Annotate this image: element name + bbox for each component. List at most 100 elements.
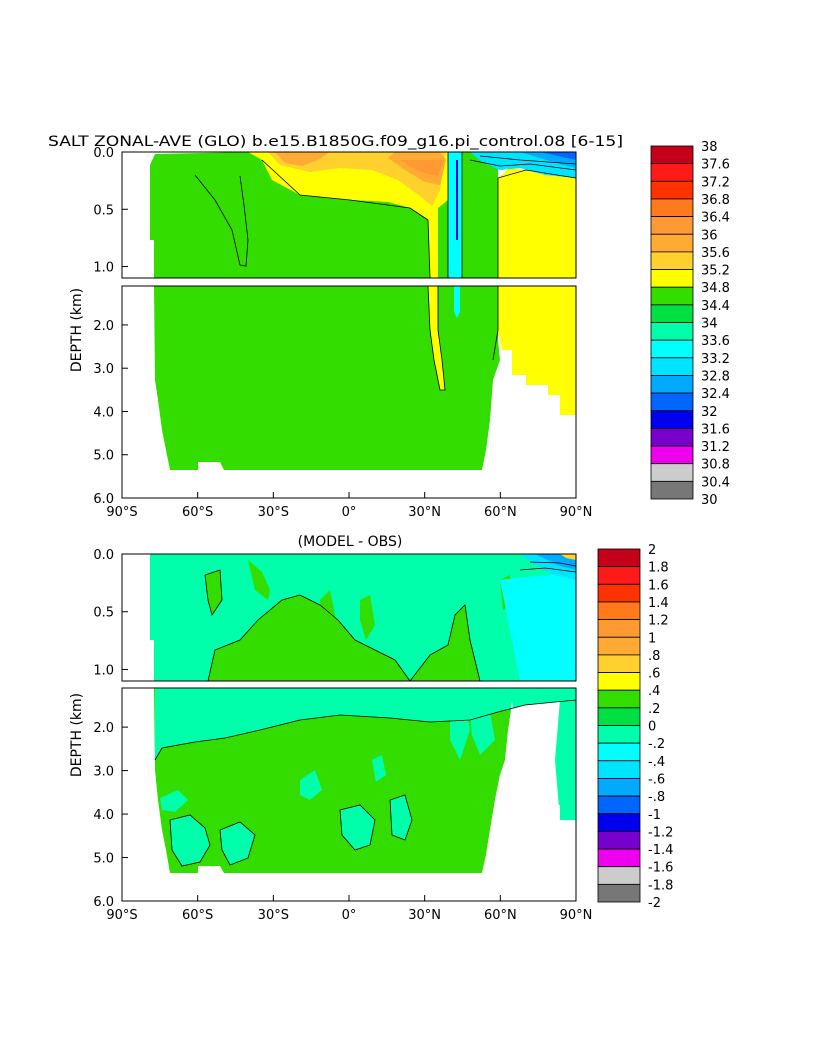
colorbar-label: 1.6 bbox=[648, 578, 669, 593]
colorbar-label: 1.8 bbox=[648, 561, 669, 576]
colorbar-swatch bbox=[597, 778, 641, 797]
x-tick-label: 30°S bbox=[258, 908, 289, 923]
y-tick-label: 0.0 bbox=[93, 146, 114, 161]
colorbar-label: -1.8 bbox=[648, 878, 673, 893]
difference-upper-frame bbox=[121, 553, 577, 682]
colorbar-label: 2 bbox=[648, 543, 656, 558]
y-tick-label: 2.0 bbox=[93, 721, 114, 736]
colorbar-swatch bbox=[597, 672, 641, 691]
colorbar-label: 32 bbox=[701, 405, 718, 420]
chart-title: SALT ZONAL-AVE (GLO) b.e15.B1850G.f09_g1… bbox=[48, 134, 623, 150]
y-tick-label: 0.0 bbox=[93, 548, 114, 563]
colorbar-swatch bbox=[597, 725, 641, 744]
colorbar-swatch bbox=[597, 760, 641, 779]
colorbar-label: .4 bbox=[648, 684, 660, 699]
y-tick-label: 5.0 bbox=[93, 449, 114, 464]
colorbar-label: 35.2 bbox=[701, 264, 730, 279]
colorbar-swatch bbox=[597, 742, 641, 762]
colorbar-label: -1.4 bbox=[648, 843, 673, 858]
x-tick-label: 0° bbox=[342, 505, 357, 520]
colorbar-swatch bbox=[650, 357, 694, 376]
colorbar-label: 30.4 bbox=[701, 475, 730, 490]
colorbar-label: 34.4 bbox=[701, 299, 730, 314]
colorbar-label: 36.8 bbox=[701, 193, 730, 208]
colorbar-swatch bbox=[650, 392, 694, 412]
colorbar-swatch bbox=[650, 339, 694, 359]
y-tick-label: 1.0 bbox=[93, 261, 114, 276]
colorbar-swatch bbox=[597, 636, 641, 656]
colorbar-label: 35.6 bbox=[701, 246, 730, 261]
colorbar-swatch bbox=[650, 286, 694, 306]
x-tick-label: 90°N bbox=[560, 505, 593, 520]
difference-lower-field bbox=[154, 688, 576, 901]
colorbar-swatch bbox=[597, 548, 641, 568]
colorbar-swatch bbox=[597, 831, 641, 850]
colorbar-swatch bbox=[650, 180, 694, 200]
salinity-panel: 90°S 60°S 30°S 0° 30°N 60°N 90°N 0.0 0.5 1.0 2.0 3.… bbox=[69, 140, 730, 520]
salinity-colorbar: 38 37.6 37.2 36.8 36.4 36 35.6 35.2 34.8 34.4 34 33… bbox=[650, 140, 730, 508]
difference-y-axis-label: DEPTH (km) bbox=[69, 693, 85, 777]
colorbar-swatch bbox=[597, 689, 641, 709]
colorbar-swatch bbox=[650, 304, 694, 323]
colorbar-swatch bbox=[597, 601, 641, 621]
colorbar-swatch bbox=[650, 251, 694, 270]
colorbar-label: 1 bbox=[648, 631, 656, 646]
colorbar-swatch bbox=[597, 795, 641, 815]
colorbar-swatch bbox=[597, 866, 641, 885]
colorbar-swatch bbox=[650, 216, 694, 235]
colorbar-label: -2 bbox=[648, 896, 661, 911]
colorbar-label: 31.6 bbox=[701, 422, 730, 437]
colorbar-swatch bbox=[650, 233, 694, 253]
colorbar-label: -.6 bbox=[648, 772, 665, 787]
colorbar-label: 0 bbox=[648, 720, 656, 735]
y-tick-label: 4.0 bbox=[93, 808, 114, 823]
difference-panel-title: (MODEL - OBS) bbox=[298, 534, 403, 550]
colorbar-swatch bbox=[597, 566, 641, 585]
y-tick-label: 0.5 bbox=[93, 203, 114, 218]
colorbar-swatch bbox=[597, 707, 641, 726]
colorbar-label: 33.2 bbox=[701, 352, 730, 367]
colorbar-swatch bbox=[650, 427, 694, 447]
salinity-upper-frame bbox=[121, 151, 577, 279]
colorbar-label: -.4 bbox=[648, 755, 665, 770]
difference-colorbar: 21.81.61.41.21.8.6.4.20-.2-.4-.6-.8-1-1.… bbox=[597, 543, 673, 911]
y-tick-label: 2.0 bbox=[93, 319, 114, 334]
colorbar-label: 38 bbox=[701, 140, 718, 155]
colorbar-swatch bbox=[650, 322, 694, 341]
colorbar-label: -1 bbox=[648, 808, 661, 823]
colorbar-label: 30 bbox=[701, 493, 718, 508]
colorbar-swatch bbox=[650, 445, 694, 465]
colorbar-label: 1.4 bbox=[648, 596, 669, 611]
colorbar-label: 31.2 bbox=[701, 440, 730, 455]
salinity-y-axis-label: DEPTH (km) bbox=[69, 288, 85, 372]
colorbar-swatch bbox=[597, 813, 641, 832]
colorbar-label: 32.8 bbox=[701, 369, 730, 384]
colorbar-label: 30.8 bbox=[701, 458, 730, 473]
x-tick-label: 30°N bbox=[408, 908, 441, 923]
colorbar-swatch bbox=[597, 583, 641, 603]
colorbar-label: -1.6 bbox=[648, 861, 673, 876]
colorbar-label: 32.4 bbox=[701, 387, 730, 402]
y-tick-label: 1.0 bbox=[93, 663, 114, 678]
colorbar-label: 33.6 bbox=[701, 334, 730, 349]
colorbar-label: 37.2 bbox=[701, 175, 730, 190]
x-tick-label: 30°N bbox=[408, 505, 441, 520]
colorbar-swatch bbox=[650, 480, 694, 500]
x-tick-label: 60°S bbox=[182, 908, 213, 923]
colorbar-label: 36.4 bbox=[701, 211, 730, 226]
colorbar-swatch bbox=[650, 410, 694, 429]
colorbar-label: 37.6 bbox=[701, 158, 730, 173]
colorbar-swatch bbox=[650, 269, 694, 288]
colorbar-swatch bbox=[650, 463, 694, 482]
salinity-upper-field bbox=[122, 152, 576, 278]
colorbar-label: 36 bbox=[701, 228, 718, 243]
colorbar-label: -.2 bbox=[648, 737, 665, 752]
y-tick-label: 0.5 bbox=[93, 606, 114, 621]
y-tick-label: 5.0 bbox=[93, 852, 114, 867]
difference-axes: 90°S 60°S 30°S 0° 30°N 60°N 90°N 0.0 0.5 1.0 2.0 3.… bbox=[93, 548, 592, 923]
colorbar-label: -1.2 bbox=[648, 825, 673, 840]
y-tick-label: 3.0 bbox=[93, 362, 114, 377]
colorbar-swatch bbox=[650, 198, 694, 217]
colorbar-swatch bbox=[597, 883, 641, 903]
